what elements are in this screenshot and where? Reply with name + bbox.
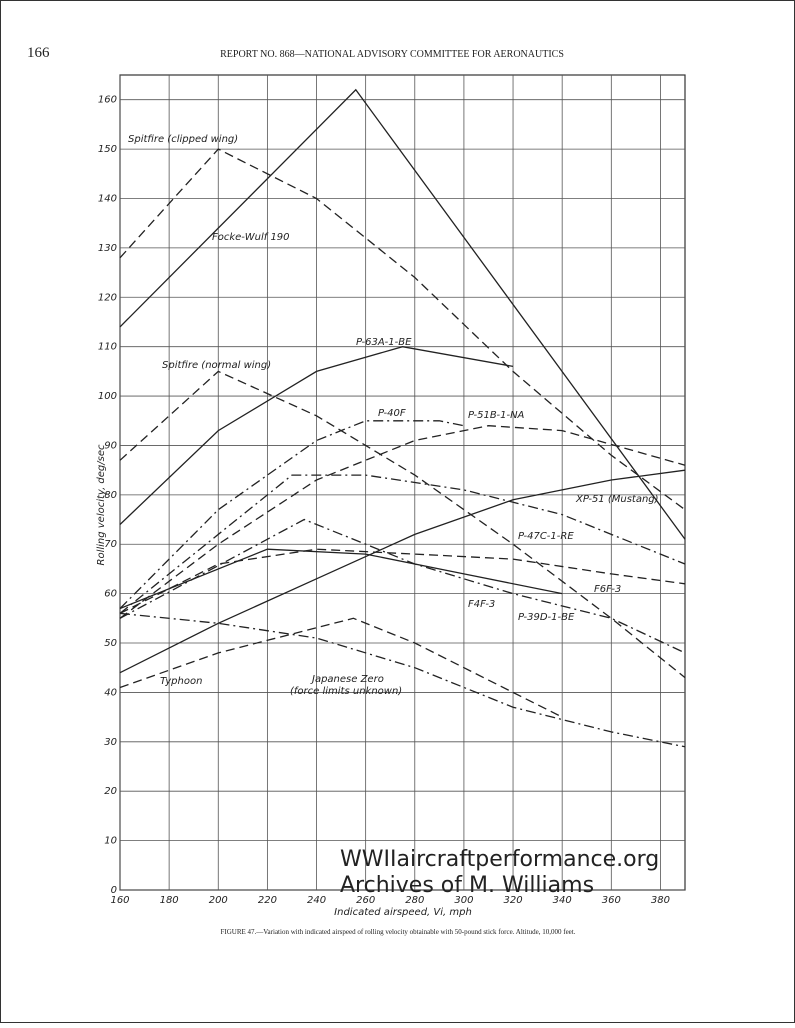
series-label: Spitfire (clipped wing) (128, 134, 238, 145)
series-line (119, 370, 686, 679)
series-label: Focke-Wulf 190 (212, 232, 290, 243)
y-tick-label: 20 (104, 786, 117, 797)
watermark: WWIIaircraftperformance.org (340, 847, 659, 872)
y-tick-label: 70 (104, 539, 117, 550)
caption: FIGURE 47.—Variation with indicated airs… (221, 928, 576, 936)
series-label: P-40F (378, 408, 406, 419)
x-tick-label: 300 (454, 895, 473, 906)
y-tick-label: 0 (111, 885, 117, 896)
series-label: F6F-3 (594, 584, 621, 595)
y-tick-label: 150 (98, 144, 117, 155)
series-line (119, 420, 465, 609)
series-line (119, 425, 686, 619)
x-tick-label: 280 (405, 895, 424, 906)
y-tick-label: 160 (98, 95, 117, 106)
y-tick-label: 30 (104, 737, 117, 748)
series-line (119, 548, 686, 614)
x-tick-label: 240 (307, 895, 326, 906)
page-number: 166 (27, 45, 50, 61)
series-label: F4F-3 (468, 599, 495, 610)
header: REPORT NO. 868—NATIONAL ADVISORY COMMITT… (220, 49, 564, 60)
x-tick-label: 260 (356, 895, 375, 906)
y-tick-label: 60 (104, 589, 117, 600)
series-line (119, 548, 563, 610)
x-tick-label: 180 (160, 895, 179, 906)
series-line (119, 148, 686, 511)
x-tick-label: 160 (110, 895, 129, 906)
y-tick-label: 110 (98, 342, 117, 353)
x-tick-label: 360 (602, 895, 621, 906)
watermark: Archives of M. Williams (340, 873, 594, 898)
x-tick-label: 340 (553, 895, 572, 906)
series-line (119, 88, 686, 540)
y-tick-label: 10 (104, 836, 117, 847)
series-line (119, 518, 686, 654)
series-line (119, 617, 563, 718)
y-tick-label: 120 (98, 292, 117, 303)
plot: 160 180 200 220 240 260 280 300 320 340 360 380 0 10 2… (98, 74, 686, 906)
y-tick-label: 100 (98, 391, 117, 402)
x-tick-label: 220 (258, 895, 277, 906)
y-tick-label: 50 (104, 638, 117, 649)
y-tick-label: 80 (104, 490, 117, 501)
annotation: (force limits unknown) (290, 686, 402, 697)
y-tick-label: 90 (104, 440, 117, 451)
series-line (119, 474, 686, 614)
y-tick-label: 140 (98, 193, 117, 204)
series-line (119, 612, 686, 748)
series-label: P-39D-1-BE (518, 612, 575, 623)
series-label: P-51B-1-NA (468, 410, 525, 421)
x-tick-label: 380 (651, 895, 670, 906)
series-label: Typhoon (160, 676, 202, 687)
x-tick-label: 200 (209, 895, 228, 906)
x-axis-label: Indicated airspeed, Vi, mph (334, 907, 472, 918)
y-tick-label: 130 (98, 243, 117, 254)
series-label: XP-51 (Mustang) (575, 494, 659, 505)
y-axis-label: Rolling velocity, deg/sec (96, 444, 107, 566)
series-line (119, 346, 514, 525)
series-line (119, 469, 686, 674)
series-label: Japanese Zero (310, 674, 384, 685)
series-label: Spitfire (normal wing) (162, 360, 271, 371)
series-label: P-47C-1-RE (518, 531, 574, 542)
y-tick-label: 40 (104, 687, 117, 698)
x-tick-label: 320 (503, 895, 522, 906)
series-label: P-63A-1-BE (356, 337, 412, 348)
